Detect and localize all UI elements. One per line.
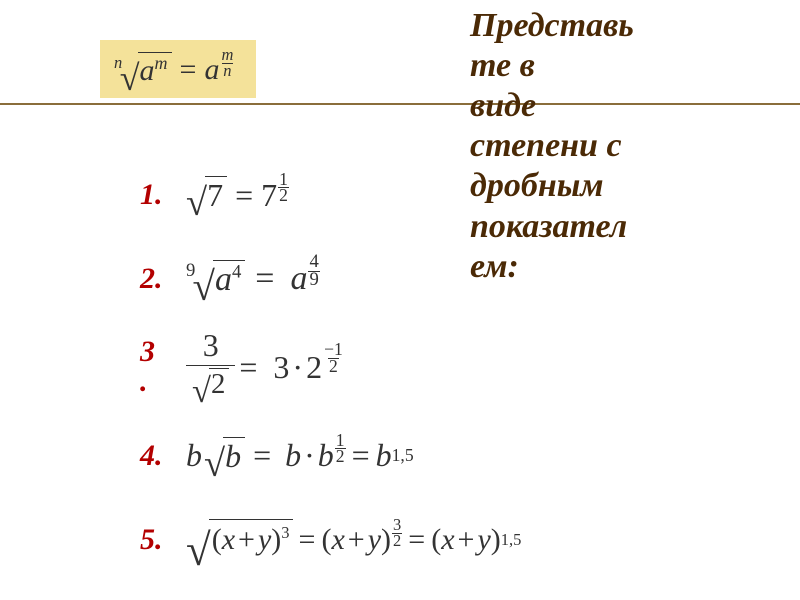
e5-eq2: = — [408, 523, 425, 557]
e3-rhs-base: 2 — [306, 349, 322, 386]
example-3: 3 . 3 √ 2 = 3 · 2 −1 2 — [140, 328, 521, 407]
e2-rhs-exp: 4 9 — [308, 254, 319, 289]
e1-equals: = — [235, 177, 253, 214]
e4-radical: √ b — [204, 437, 245, 475]
e5-mid-exp: 3 2 — [392, 518, 402, 549]
e2-rhs-base: a — [290, 260, 307, 298]
e3-rhs-coef: 3 — [273, 349, 289, 386]
example-number: 3 . — [140, 337, 186, 397]
formula-rhs-base: a — [204, 53, 219, 87]
e3-dot: · — [292, 349, 303, 386]
formula-radical: n √ am — [114, 52, 172, 88]
example-number: 5. — [140, 523, 186, 557]
formula-rhs-exponent: m n — [220, 48, 234, 79]
e2-radical: 9 √ a4 — [186, 260, 245, 299]
formula-equals: = — [180, 53, 197, 87]
formula-radicand-exp: m — [155, 53, 168, 73]
e4-eq2: = — [352, 437, 370, 474]
e3-equals: = — [239, 349, 257, 386]
e2-equals: = — [255, 260, 274, 298]
example-1: 1. √ 7 = 7 1 2 — [140, 160, 521, 230]
e4-mid-exp: 1 2 — [335, 433, 346, 466]
e4-eq1: = — [253, 437, 271, 474]
e1-rhs-exp: 1 2 — [278, 172, 289, 205]
example-4: 4. b √ b = b · b 1 2 = b 1,5 — [140, 421, 521, 491]
e4-final-exp: 1,5 — [392, 445, 414, 466]
main-formula-box: n √ am = a m n — [100, 40, 256, 98]
e1-radical: √ 7 — [186, 176, 227, 214]
e5-radical: √ (x+y)3 — [186, 519, 293, 560]
e3-rhs-exp: −1 2 — [323, 342, 344, 375]
formula-radicand-base: a — [140, 54, 155, 87]
example-number: 4. — [140, 439, 186, 473]
title-line: те в — [470, 46, 780, 86]
e3-fraction: 3 √ 2 — [186, 328, 235, 407]
e5-eq1: = — [299, 523, 316, 557]
title-line: Представь — [470, 6, 780, 46]
example-number: 2. — [140, 262, 186, 296]
e5-final-exp: 1,5 — [501, 530, 522, 550]
e1-rhs-base: 7 — [261, 177, 277, 214]
examples-list: 1. √ 7 = 7 1 2 2. 9 √ a4 = a — [140, 160, 521, 575]
example-5: 5. √ (x+y)3 = (x+y) 3 2 = (x+y) 1,5 — [140, 505, 521, 575]
example-2: 2. 9 √ a4 = a 4 9 — [140, 244, 521, 314]
title-line: виде — [470, 86, 780, 126]
example-number: 1. — [140, 178, 186, 212]
